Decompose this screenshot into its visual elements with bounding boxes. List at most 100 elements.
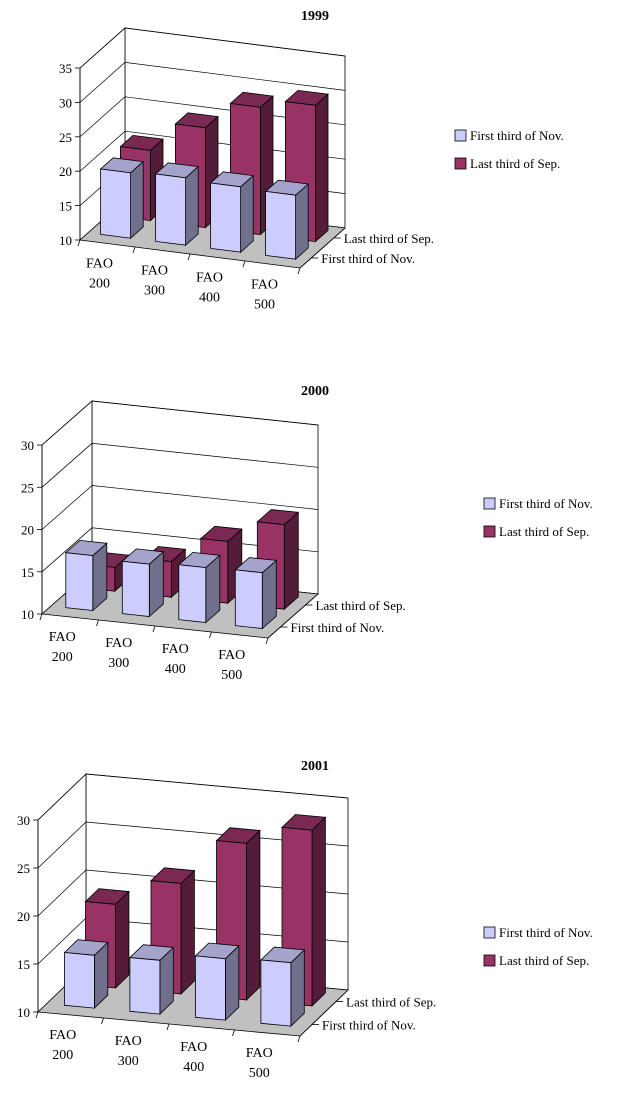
legend-label: Last third of Sep.: [499, 524, 589, 539]
bar-side: [180, 869, 195, 995]
y-tick-label: 30: [17, 813, 30, 828]
depth-axis: [267, 593, 319, 639]
x-tick-mark: [101, 1017, 104, 1025]
legend-swatch: [454, 157, 467, 170]
bar-first-third-nov: [63, 939, 109, 1010]
x-category-line: FAO: [162, 642, 189, 657]
y-tick-label: 25: [59, 130, 72, 145]
chart-title: 2001: [301, 759, 329, 774]
bar-side: [311, 816, 326, 1007]
bar-last-third-sep: [284, 89, 329, 243]
depth-label: First third of Nov.: [322, 1018, 416, 1033]
x-category-line: FAO: [180, 1040, 207, 1055]
y-tick-label: 25: [17, 861, 30, 876]
x-tick-mark: [166, 1023, 170, 1031]
bar-side: [240, 174, 254, 254]
bar-first-third-nov: [194, 942, 240, 1022]
legend-swatch: [483, 954, 496, 967]
legend-swatch: [483, 497, 496, 510]
bar-front: [210, 182, 242, 253]
gridline: [79, 27, 346, 69]
legend-label: Last third of Sep.: [499, 953, 589, 968]
x-category-label: FAO 200: [86, 257, 113, 292]
legend-label: First third of Nov.: [499, 496, 593, 511]
gridline: [41, 442, 319, 488]
x-category-line: 500: [221, 668, 242, 683]
x-category-line: FAO: [196, 271, 223, 286]
y-tick-label: 10: [59, 233, 72, 248]
bar-side: [130, 160, 144, 240]
legend-swatch: [454, 129, 467, 142]
y-tick-label: 20: [59, 164, 72, 179]
x-category-line: FAO: [246, 1046, 273, 1061]
x-category-label: FAO 300: [105, 636, 132, 671]
legend-swatch: [483, 926, 496, 939]
bar-front: [194, 955, 226, 1021]
bar-front: [100, 168, 132, 239]
x-tick-mark: [297, 1035, 301, 1043]
y-tick-label: 30: [59, 95, 72, 110]
depth-axis: [299, 989, 349, 1037]
y-tick-label: 15: [17, 957, 30, 972]
x-tick-mark: [77, 239, 81, 247]
depth-axis: [299, 227, 346, 269]
x-category-line: 200: [52, 1048, 73, 1063]
x-tick-mark: [265, 637, 269, 645]
bar-first-third-nov: [99, 157, 145, 240]
bar-front: [178, 564, 207, 623]
depth-label: Last third of Sep.: [344, 231, 434, 246]
bar-first-third-nov: [177, 551, 221, 624]
bar-first-third-nov: [259, 946, 306, 1028]
bar-side: [115, 890, 130, 989]
x-category-line: FAO: [49, 1028, 76, 1043]
gridline: [37, 821, 349, 869]
x-category-line: FAO: [141, 264, 168, 279]
y-tick-label: 20: [21, 523, 34, 538]
bar-side: [283, 511, 299, 611]
x-category-label: FAO 400: [162, 642, 189, 677]
x-tick-mark: [242, 260, 246, 268]
x-category-line: 500: [249, 1066, 270, 1081]
x-category-line: FAO: [49, 630, 76, 645]
y-tick-label: 15: [59, 199, 72, 214]
x-category-line: 200: [52, 650, 73, 665]
bar-front: [260, 959, 292, 1027]
y-tick-label: 20: [17, 909, 30, 924]
legend-swatch: [483, 525, 496, 538]
x-category-line: FAO: [105, 636, 132, 651]
gridline: [41, 527, 319, 573]
chart-title: 2000: [301, 384, 329, 399]
bar-first-third-nov: [121, 548, 165, 618]
chart-1999: 1999 10 15 20 25 30 35 FAO 200 FAO 300 FAO 400 FAO 500…: [59, 9, 564, 313]
x-category-line: 500: [254, 298, 275, 313]
x-tick-mark: [132, 246, 136, 254]
gridline: [79, 62, 346, 103]
chart-2001: 2001 10 15 20 25 30 FAO 200 FAO 300 FAO 400 FAO 500 La…: [17, 759, 593, 1081]
y-tick-label: 15: [21, 565, 34, 580]
depth-label: Last third of Sep.: [316, 598, 406, 613]
bar-front: [129, 957, 161, 1015]
x-category-line: FAO: [251, 278, 278, 293]
x-category-label: FAO 200: [49, 630, 76, 665]
legend-label: First third of Nov.: [499, 925, 593, 940]
x-category-label: FAO 200: [49, 1028, 76, 1063]
depth-label: First third of Nov.: [321, 251, 415, 266]
chart-title: 1999: [301, 9, 329, 24]
bar-first-third-nov: [234, 557, 278, 630]
x-category-line: 400: [165, 662, 186, 677]
y-tick-label: 25: [21, 480, 34, 495]
gridline: [41, 485, 319, 530]
bar-front: [64, 952, 95, 1009]
x-tick-mark: [232, 1029, 235, 1037]
x-tick-mark: [297, 267, 301, 275]
x-category-line: 300: [118, 1054, 139, 1069]
x-category-label: FAO 400: [180, 1040, 207, 1075]
x-tick-mark: [187, 253, 191, 261]
y-tick-label: 35: [59, 61, 72, 76]
bar-first-third-nov: [64, 539, 108, 612]
x-tick-mark: [96, 619, 99, 627]
x-category-line: FAO: [115, 1034, 142, 1049]
bar-first-third-nov: [128, 944, 175, 1016]
depth-label: Last third of Sep.: [346, 995, 436, 1010]
